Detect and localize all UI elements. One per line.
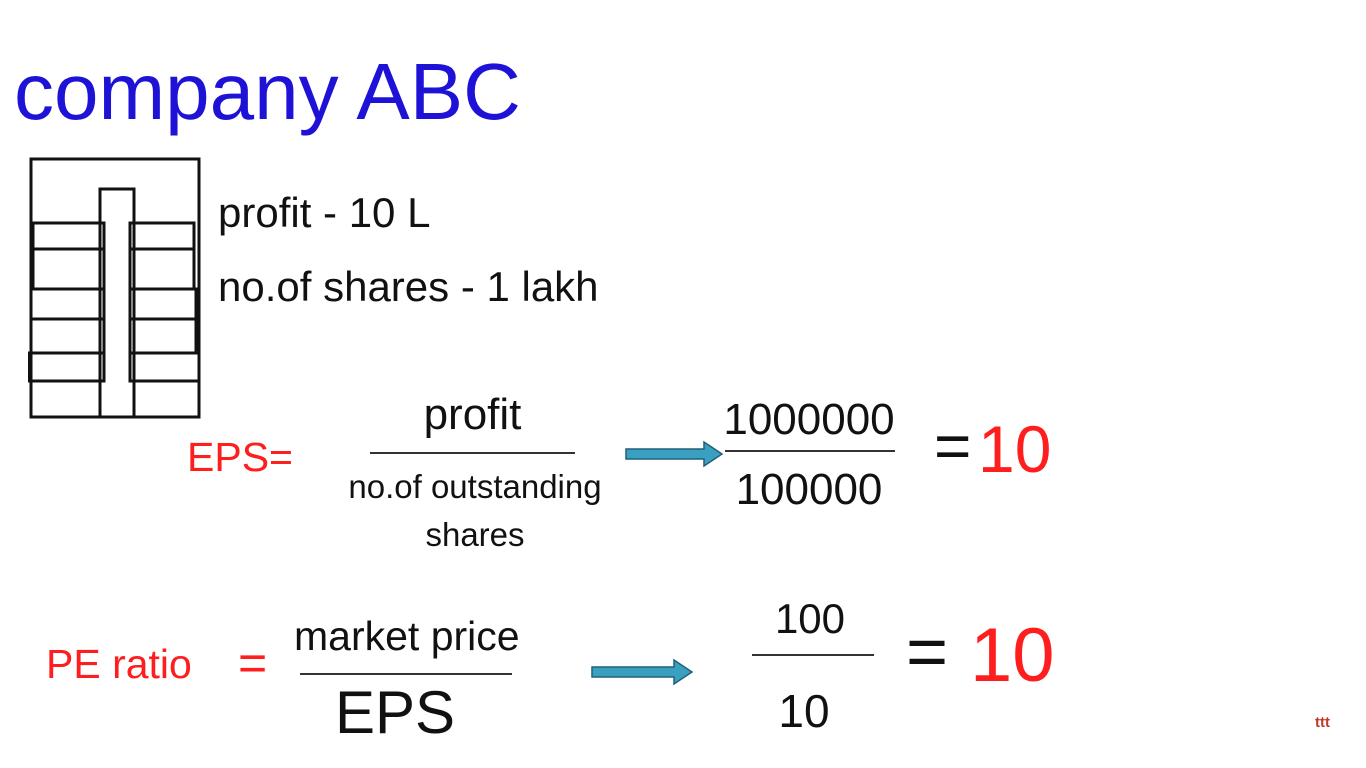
eps-denominator-line2: shares [425, 516, 525, 553]
pe-value-denominator: 10 [778, 685, 830, 737]
profit-fact: profit - 10 L [218, 189, 431, 236]
pe-value-fraction-line [752, 654, 874, 656]
eps-fraction-line [370, 452, 575, 454]
pe-result: 10 [970, 613, 1055, 698]
eps-denominator-line1: no.of outstanding [348, 468, 602, 505]
pe-numerator: market price [294, 613, 520, 659]
pe-fraction-line [300, 673, 512, 675]
pe-ratio-equals-sign: = [238, 635, 268, 691]
pe-denominator: EPS [335, 679, 456, 746]
page-title: company ABC [14, 47, 521, 136]
shares-fact: no.of shares - 1 lakh [218, 263, 599, 310]
channel-logo: ttt [1315, 714, 1330, 731]
arrow-right-icon [591, 658, 694, 686]
arrow-right-icon [625, 440, 724, 468]
building-icon [28, 157, 201, 419]
eps-value-denominator: 100000 [735, 465, 883, 514]
pe-value-numerator: 100 [774, 595, 846, 642]
eps-label: EPS= [187, 434, 293, 480]
eps-value-fraction-line [725, 450, 895, 452]
pe-equals-sign: = [906, 612, 949, 692]
pe-ratio-label: PE ratio [46, 641, 192, 687]
eps-numerator: profit [423, 390, 522, 439]
eps-value-numerator: 1000000 [723, 395, 895, 444]
eps-result: 10 [978, 412, 1052, 486]
eps-equals-sign: = [934, 410, 972, 482]
